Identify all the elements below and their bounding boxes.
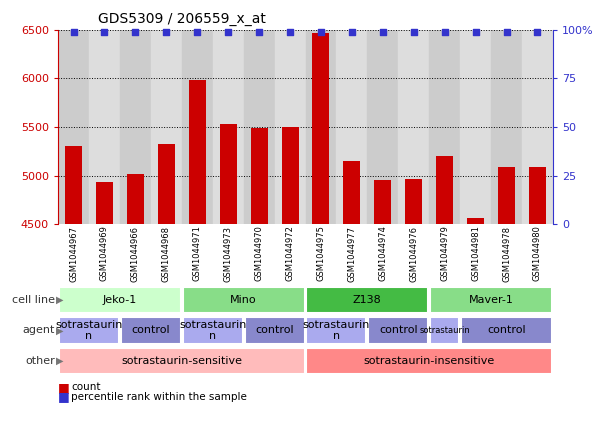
FancyBboxPatch shape [59,287,181,313]
Text: count: count [71,382,101,393]
FancyBboxPatch shape [430,317,459,343]
Text: Maver-1: Maver-1 [469,295,513,305]
Bar [337,30,367,224]
Text: ▶: ▶ [56,356,64,366]
FancyBboxPatch shape [59,317,119,343]
Bar [405,179,422,224]
Text: Jeko-1: Jeko-1 [103,295,137,305]
Point [192,28,202,35]
Point [502,28,511,35]
Point [533,28,543,35]
Bar [220,124,236,224]
Text: ▶: ▶ [56,295,64,305]
Point [161,28,171,35]
Bar [182,30,213,224]
Bar [189,80,206,224]
Bar [274,30,306,224]
Bar [367,30,398,224]
Text: sotrastaurin-insensitive: sotrastaurin-insensitive [364,356,495,366]
Point [409,28,419,35]
Text: sotrastaurin: sotrastaurin [419,326,470,335]
Text: control: control [487,325,526,335]
Bar [312,33,329,224]
Point [254,28,264,35]
Point [316,28,326,35]
FancyBboxPatch shape [183,317,243,343]
FancyBboxPatch shape [307,348,552,374]
Text: other: other [25,356,55,366]
FancyBboxPatch shape [121,317,181,343]
Text: ■: ■ [58,381,70,394]
Text: control: control [379,325,417,335]
FancyBboxPatch shape [430,287,552,313]
FancyBboxPatch shape [59,348,304,374]
Bar [306,30,337,224]
Bar [436,156,453,224]
FancyBboxPatch shape [307,317,367,343]
Text: ▶: ▶ [56,325,64,335]
Point [68,28,78,35]
Text: agent: agent [23,325,55,335]
Bar [429,30,460,224]
FancyBboxPatch shape [368,317,428,343]
Bar [251,128,268,224]
Bar [96,182,113,224]
Bar [529,167,546,224]
Bar [127,173,144,224]
Text: Mino: Mino [230,295,257,305]
Text: sotrastaurin-sensitive: sotrastaurin-sensitive [121,356,243,366]
Bar [213,30,244,224]
Text: control: control [131,325,170,335]
Point [131,28,141,35]
FancyBboxPatch shape [183,287,304,313]
Point [285,28,295,35]
Bar [282,127,299,224]
Text: percentile rank within the sample: percentile rank within the sample [71,392,247,402]
Point [100,28,109,35]
Bar [460,30,491,224]
Bar [89,30,120,224]
Point [440,28,450,35]
Text: sotrastaurin
n: sotrastaurin n [179,319,246,341]
Bar [120,30,151,224]
Bar [375,181,391,224]
Bar [398,30,429,224]
Point [470,28,480,35]
Bar [58,30,89,224]
Point [223,28,233,35]
Text: sotrastaurin
n: sotrastaurin n [302,319,370,341]
Bar [65,146,82,224]
Bar [151,30,182,224]
Text: Z138: Z138 [353,295,382,305]
Point [347,28,357,35]
Bar [498,167,515,224]
Text: GDS5309 / 206559_x_at: GDS5309 / 206559_x_at [98,12,266,26]
Bar [467,218,484,224]
FancyBboxPatch shape [307,287,428,313]
Bar [158,144,175,224]
FancyBboxPatch shape [244,317,304,343]
FancyBboxPatch shape [461,317,552,343]
Point [378,28,388,35]
Bar [491,30,522,224]
Text: cell line: cell line [12,295,55,305]
Bar [522,30,553,224]
Text: ■: ■ [58,390,70,403]
Text: control: control [255,325,294,335]
Text: sotrastaurin
n: sotrastaurin n [55,319,123,341]
Bar [244,30,274,224]
Bar [343,161,360,224]
